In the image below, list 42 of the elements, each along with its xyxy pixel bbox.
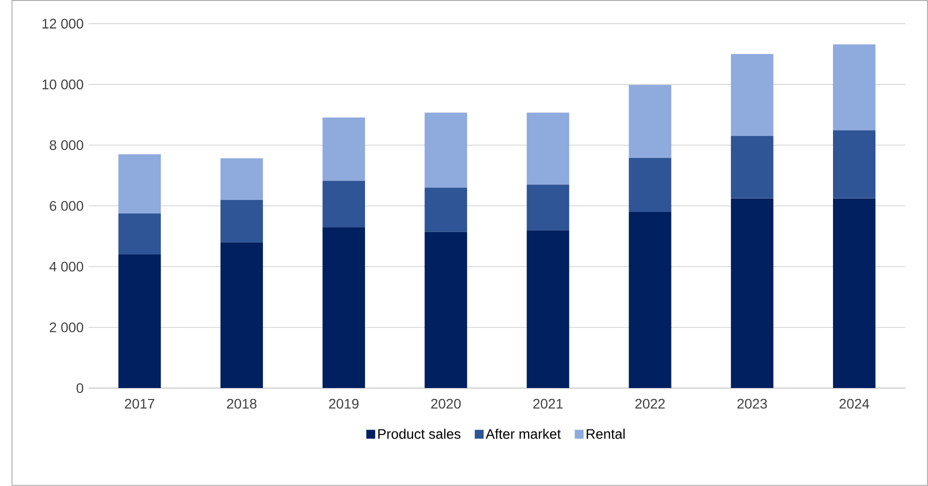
y-tick-label: 4 000: [49, 262, 84, 272]
bar: [833, 44, 876, 130]
x-tick-label: 2017: [124, 398, 154, 409]
bar: [220, 158, 263, 200]
bar: [424, 232, 468, 388]
x-tick-label: 2021: [533, 398, 563, 409]
bar: [526, 230, 570, 388]
bar: [322, 227, 366, 388]
x-tick-label: 2018: [227, 398, 256, 409]
x-tick-label: 2019: [329, 398, 358, 409]
y-tick-label: 12 000: [42, 18, 84, 29]
bar: [628, 212, 672, 388]
bar: [833, 130, 876, 198]
y-tick-label: 6 000: [50, 201, 84, 211]
y-tick-label: 8 000: [50, 140, 84, 150]
x-tick-label: 2020: [431, 398, 461, 409]
bar: [628, 158, 672, 212]
x-tick-label: 2024: [840, 398, 870, 409]
bar: [526, 184, 570, 230]
bar: [322, 180, 366, 228]
bar: [526, 112, 570, 185]
bar: [322, 118, 366, 181]
bar: [118, 214, 161, 255]
bar: [424, 188, 468, 232]
y-tick-label: 10 000: [42, 80, 84, 90]
bar: [220, 200, 263, 242]
bar: [424, 112, 468, 188]
y-tick-label: 0: [76, 383, 84, 394]
bar: [730, 136, 774, 198]
bar: [118, 154, 161, 214]
y-tick-label: 2 000: [50, 322, 84, 332]
bar: [833, 198, 876, 388]
bar: [118, 254, 161, 388]
x-tick-label: 2023: [737, 398, 767, 409]
legend-label: Product sales: [378, 428, 460, 439]
x-tick-label: 2022: [635, 398, 665, 409]
bar: [628, 85, 672, 158]
bar: [730, 198, 774, 388]
bar: [730, 54, 774, 136]
bar: [220, 242, 263, 388]
legend-label: After market: [486, 428, 561, 439]
legend-label: Rental: [586, 428, 625, 439]
